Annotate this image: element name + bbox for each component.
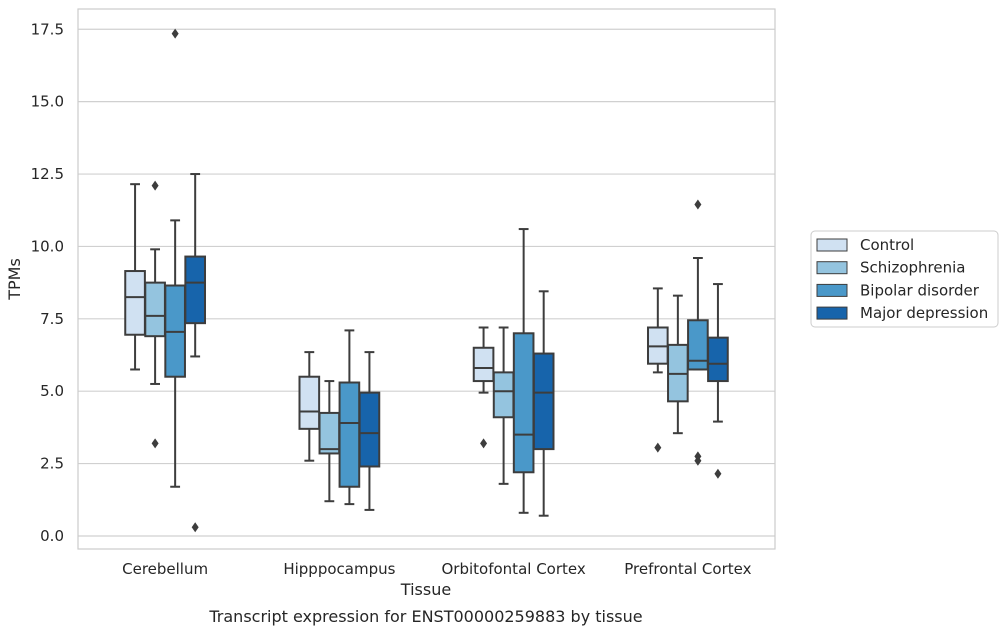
y-tick-label: 7.5 (40, 310, 64, 328)
box-iqr (532, 352, 555, 451)
legend: Control Schizophrenia Bipolar disorder Majo… (810, 230, 999, 328)
box-control (124, 183, 146, 371)
outlier-point (654, 442, 662, 453)
box-schizophrenia (144, 180, 166, 449)
box-major-depression (707, 283, 729, 479)
box-schizophrenia (667, 294, 689, 435)
box-iqr (318, 411, 341, 455)
outlier-point (151, 438, 159, 449)
box-iqr (512, 332, 535, 474)
outlier-point (714, 468, 722, 479)
x-tick-label: Orbitofontal Cortex (442, 560, 586, 578)
plot-frame (77, 8, 776, 550)
outlier-point (480, 438, 488, 449)
box-control (646, 287, 669, 453)
legend-label: Bipolar disorder (860, 281, 980, 299)
legend-swatch (816, 306, 848, 320)
box-iqr (124, 270, 146, 336)
box-iqr (144, 281, 166, 338)
legend-frame (810, 230, 999, 328)
box-schizophrenia (318, 380, 341, 503)
outlier-point (171, 28, 179, 39)
legend-swatch (816, 238, 848, 252)
box-bipolar-disorder (164, 28, 186, 488)
legend-label: Schizophrenia (860, 259, 965, 277)
box-iqr (492, 371, 515, 419)
box-bipolar-disorder (512, 228, 535, 514)
x-tick-label: Hipppocampus (283, 560, 395, 578)
outlier-point (694, 199, 702, 210)
y-tick-label: 0.0 (40, 527, 64, 545)
outlier-point (694, 455, 702, 466)
box-major-depression (184, 173, 207, 533)
box-major-depression (358, 351, 381, 511)
chart-caption: Transcript expression for ENST0000025988… (208, 607, 642, 626)
outlier-point (151, 180, 159, 191)
box-schizophrenia (492, 326, 515, 485)
box-control (472, 326, 495, 449)
grid (78, 28, 775, 537)
y-tick-labels: 0.0 2.5 5.0 7.5 10.0 12.5 15.0 17.5 (31, 20, 64, 545)
legend-swatch (816, 283, 848, 297)
box-iqr (298, 375, 321, 430)
x-axis-label: Tissue (400, 580, 451, 599)
box-iqr (358, 391, 381, 468)
y-tick-label: 17.5 (31, 20, 64, 38)
y-tick-label: 12.5 (31, 165, 64, 183)
box-iqr (338, 381, 361, 488)
y-tick-label: 15.0 (31, 93, 64, 111)
box-iqr (687, 319, 709, 371)
y-tick-label: 10.0 (31, 237, 64, 255)
x-tick-label: Cerebellum (122, 560, 208, 578)
x-tick-labels: Cerebellum Hipppocampus Orbitofontal Corte… (122, 560, 751, 578)
legend-label: Control (860, 236, 914, 254)
box-iqr (184, 255, 207, 325)
legend-swatch (816, 261, 848, 275)
x-tick-label: Prefrontal Cortex (624, 560, 751, 578)
y-tick-label: 2.5 (40, 455, 64, 473)
box-iqr (707, 336, 729, 383)
y-tick-label: 5.0 (40, 382, 64, 400)
box-control (298, 351, 321, 462)
box-iqr (472, 346, 495, 383)
y-axis-label: TPMs (5, 258, 24, 301)
box-bipolar-disorder (338, 329, 361, 506)
legend-label: Major depression (860, 304, 988, 322)
box-bipolar-disorder (687, 199, 709, 466)
boxes (124, 28, 729, 533)
outlier-point (191, 522, 199, 533)
box-major-depression (532, 290, 555, 517)
